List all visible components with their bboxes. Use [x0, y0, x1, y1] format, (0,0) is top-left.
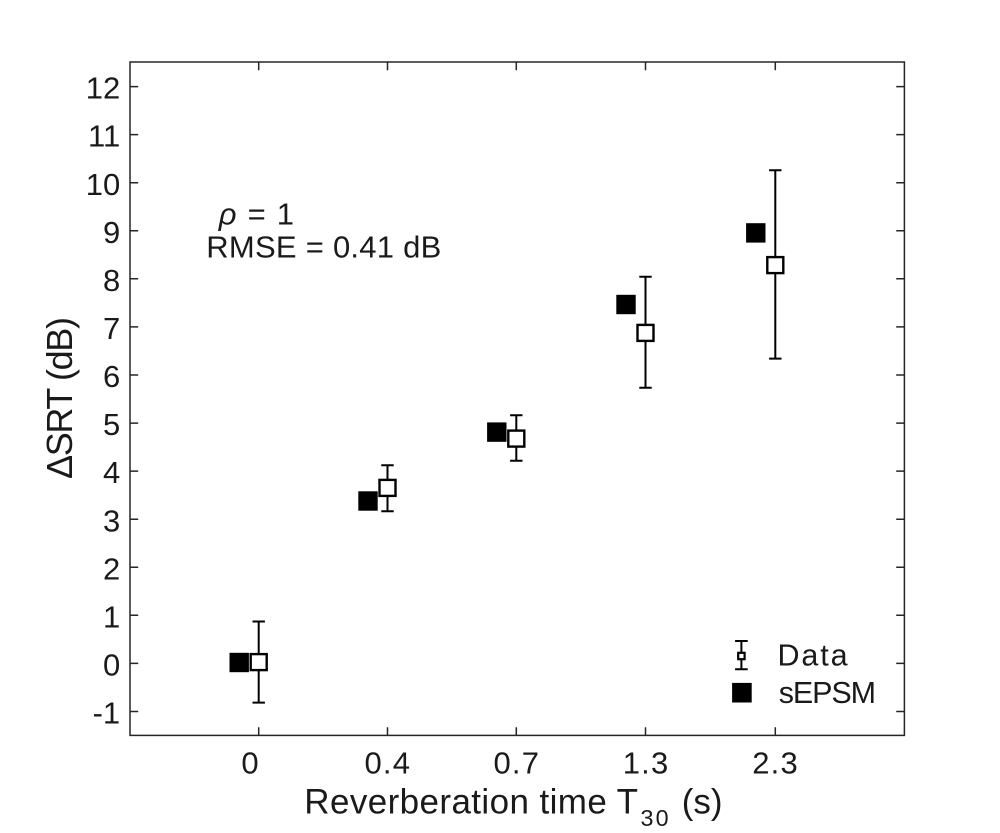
- svg-text:RMSE = 0.41 dB: RMSE = 0.41 dB: [206, 230, 441, 265]
- svg-text:1.3: 1.3: [623, 746, 670, 781]
- svg-text:11: 11: [88, 119, 120, 154]
- svg-text:5: 5: [103, 407, 120, 442]
- svg-text:2.3: 2.3: [752, 746, 799, 781]
- svg-text:0: 0: [103, 648, 120, 683]
- svg-text:ρ = 1: ρ = 1: [218, 197, 295, 232]
- svg-text:10: 10: [86, 167, 120, 202]
- svg-text:ΔSRT (dB): ΔSRT (dB): [39, 318, 80, 479]
- svg-text:-1: -1: [93, 696, 121, 731]
- svg-text:8: 8: [103, 263, 120, 298]
- svg-text:1: 1: [103, 599, 120, 634]
- svg-text:2: 2: [103, 551, 120, 586]
- svg-text:6: 6: [103, 359, 120, 394]
- svg-text:4: 4: [103, 455, 120, 490]
- svg-text:0.4: 0.4: [364, 746, 411, 781]
- svg-text:sEPSM: sEPSM: [779, 676, 875, 710]
- svg-text:Data: Data: [778, 638, 850, 672]
- svg-text:0: 0: [241, 746, 258, 781]
- svg-text:0.7: 0.7: [493, 746, 540, 781]
- svg-text:7: 7: [103, 311, 120, 346]
- svg-text:12: 12: [86, 71, 120, 106]
- svg-text:9: 9: [103, 215, 120, 250]
- svg-text:3: 3: [103, 503, 120, 538]
